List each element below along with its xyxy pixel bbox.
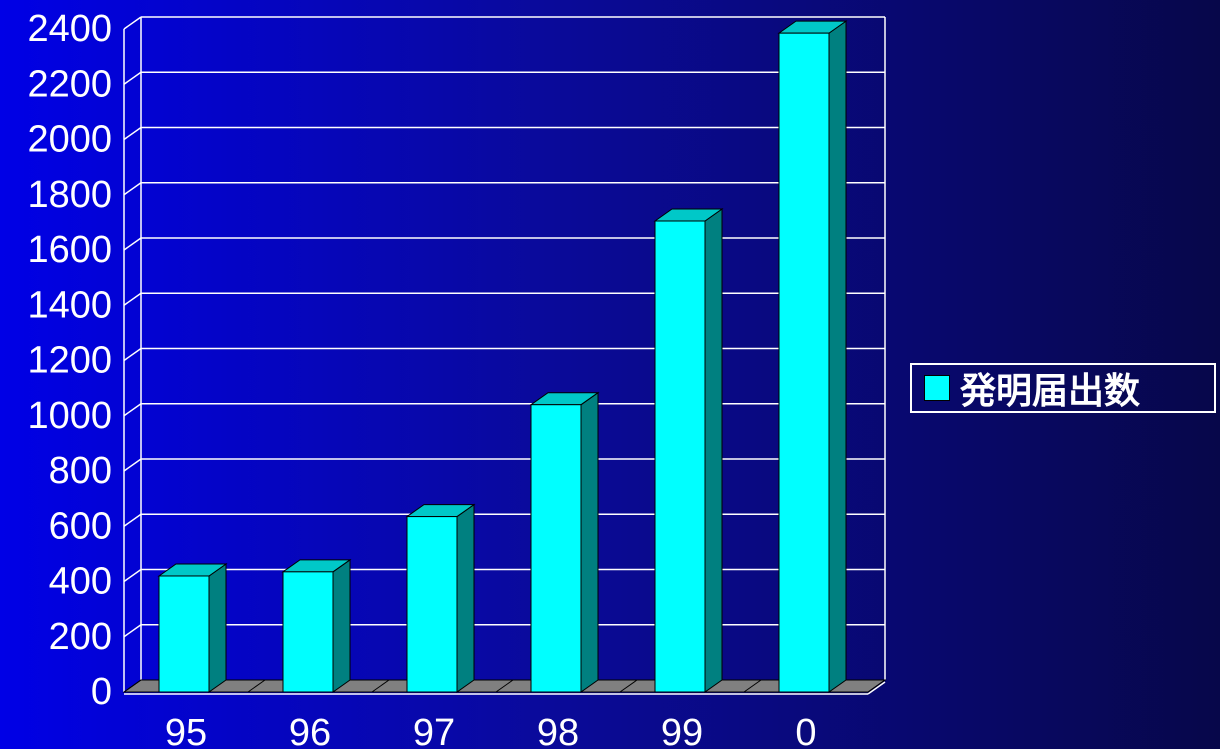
- bar-97: [405, 503, 476, 693]
- y-tick-label: 1400: [27, 284, 112, 326]
- bar-front: [654, 220, 706, 693]
- gridline-diagonal: [123, 126, 142, 141]
- y-tick-label: 1800: [27, 174, 112, 216]
- bars-layer: [157, 20, 848, 693]
- x-tick-label: 99: [661, 712, 703, 749]
- bar-front: [530, 404, 582, 693]
- y-tick-label: 1600: [27, 229, 112, 271]
- x-tick-label: 97: [413, 712, 455, 749]
- bar-side: [828, 20, 847, 693]
- gridline-diagonal: [123, 182, 142, 196]
- legend-label: 発明届出数: [960, 371, 1141, 412]
- gridline-diagonal: [123, 292, 142, 306]
- legend-swatch: [924, 375, 950, 401]
- legend: 発明届出数: [910, 363, 1216, 413]
- bar-0: [777, 20, 848, 693]
- floor-divider: [495, 679, 514, 693]
- bar-front: [778, 32, 830, 693]
- x-tick-label: 96: [289, 712, 331, 749]
- bar-front: [406, 516, 458, 693]
- bar-96: [281, 558, 352, 693]
- gridline-diagonal: [123, 624, 142, 638]
- gridline-diagonal: [123, 16, 142, 30]
- bar-front: [158, 575, 210, 693]
- y-tick-label: 0: [91, 671, 112, 713]
- floor-divider: [247, 679, 266, 693]
- bar-95: [157, 563, 228, 693]
- floor-layer: [122, 679, 887, 695]
- y-tick-label: 400: [49, 561, 112, 603]
- bar-side: [208, 563, 227, 693]
- gridline-diagonal: [123, 513, 142, 527]
- y-tick-label: 1200: [27, 340, 112, 382]
- floor-divider: [867, 679, 886, 693]
- y-tick-label: 800: [49, 450, 112, 492]
- bar-side: [332, 558, 351, 693]
- gridline-diagonal: [123, 403, 142, 417]
- floor-divider: [123, 679, 142, 693]
- floor-divider: [619, 679, 638, 693]
- bar-side: [704, 208, 723, 693]
- bar-side: [580, 391, 599, 693]
- gridline-diagonal: [123, 458, 142, 472]
- floor-divider: [743, 679, 762, 693]
- bar-98: [529, 391, 600, 693]
- x-axis-line-depth: [867, 681, 886, 695]
- x-tick-label: 0: [795, 712, 816, 749]
- bar-side: [456, 503, 475, 693]
- gridline-diagonal: [123, 347, 142, 362]
- floor-divider: [371, 679, 390, 693]
- y-tick-label: 2000: [27, 119, 112, 161]
- y-tick-label: 200: [49, 616, 112, 658]
- gridline-diagonal: [123, 568, 142, 583]
- bar-99: [653, 208, 724, 693]
- y-tick-label: 600: [49, 505, 112, 547]
- y-tick-label: 1000: [27, 395, 112, 437]
- gridline-diagonal: [123, 71, 142, 85]
- y-tick-label: 2200: [27, 63, 112, 105]
- bar-front: [282, 571, 334, 693]
- y-axis-ticks: 0 200 400 600 800 1000 1200 1400 1600 1800 2000 220…: [27, 8, 112, 713]
- grid-layer: [123, 16, 886, 692]
- x-tick-label: 95: [165, 712, 207, 749]
- x-axis-ticks: 95 96 97 98 99 0: [165, 712, 817, 749]
- gridline-diagonal: [123, 237, 142, 251]
- y-tick-label: 2400: [27, 8, 112, 50]
- x-tick-label: 98: [537, 712, 579, 749]
